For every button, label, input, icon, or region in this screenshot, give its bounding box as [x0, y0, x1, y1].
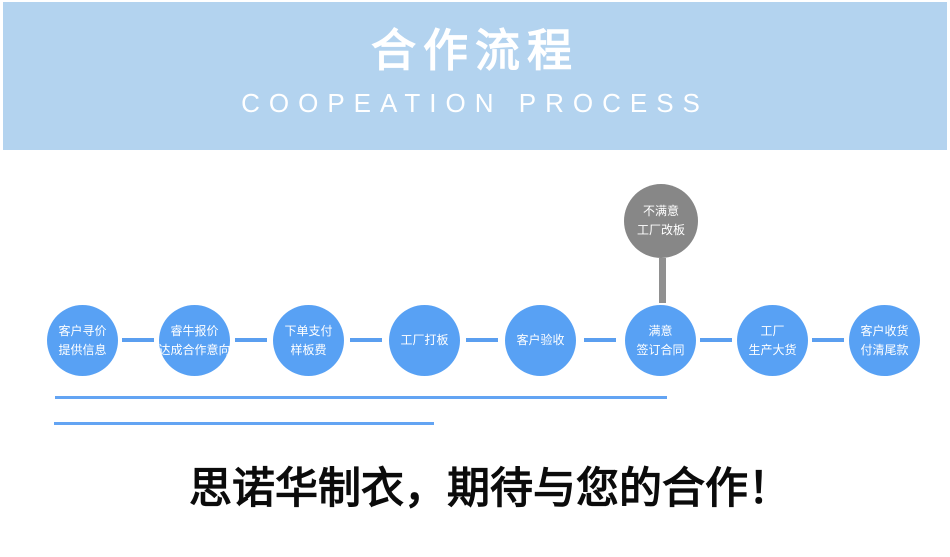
flow-step-label-line1: 工厂打板 — [400, 333, 449, 347]
flow-step-label-line1: 满意 — [648, 323, 673, 338]
flow-step-label-line1: 睿牛报价 — [170, 323, 219, 338]
flow-step-label-line1: 客户寻价 — [58, 323, 107, 338]
connector-line — [122, 338, 154, 342]
flow-step-label-line2: 生产大货 — [748, 342, 797, 357]
connector-line — [235, 338, 267, 342]
flow-step-2: 睿牛报价 达成合作意向 — [158, 305, 231, 376]
flow-step-4: 工厂打板 — [389, 305, 460, 376]
flow-step-label-line2: 付清尾款 — [860, 342, 909, 357]
flow-step-8: 客户收货 付清尾款 — [849, 305, 920, 376]
flow-step-6: 满意 签订合同 — [625, 305, 696, 376]
connector-line — [584, 338, 616, 342]
flow-step-label-line2: 达成合作意向 — [158, 342, 231, 357]
flow-step-label-line1: 客户收货 — [860, 323, 909, 338]
process-flow-diagram: 不满意 工厂改板 客户寻价 提供信息 睿牛报价 达成合作意向 下单支付 样板费 … — [0, 150, 950, 450]
page-subtitle: COOPEATION PROCESS — [241, 88, 709, 118]
divider-line-long — [55, 396, 667, 399]
flow-step-label-line1: 工厂 — [760, 323, 785, 338]
flow-step-label-line2: 提供信息 — [58, 342, 107, 357]
connector-line — [466, 338, 498, 342]
connector-line — [812, 338, 844, 342]
divider-line-short — [54, 422, 434, 425]
connector-line — [700, 338, 732, 342]
connector-vertical-gray — [659, 258, 666, 303]
flow-step-5: 客户验收 — [505, 305, 576, 376]
footer-slogan: 思诺华制衣，期待与您的合作！ — [189, 466, 791, 513]
flow-step-label-line2: 样板费 — [290, 342, 327, 357]
flow-step-label-line2: 签订合同 — [636, 342, 685, 357]
flow-node-label-line2: 工厂改板 — [636, 223, 685, 237]
flow-step-label-line1: 下单支付 — [284, 323, 333, 338]
flow-step-1: 客户寻价 提供信息 — [47, 305, 118, 376]
flow-step-label-line1: 客户验收 — [516, 333, 565, 347]
page-title: 合作流程 — [370, 25, 579, 76]
flow-node-label-line1: 不满意 — [642, 204, 679, 218]
flow-node-dissatisfied: 不满意 工厂改板 — [624, 184, 698, 258]
header-banner: 合作流程 COOPEATION PROCESS — [3, 2, 947, 150]
connector-line — [350, 338, 382, 342]
flow-step-7: 工厂 生产大货 — [737, 305, 808, 376]
flow-step-3: 下单支付 样板费 — [273, 305, 344, 376]
